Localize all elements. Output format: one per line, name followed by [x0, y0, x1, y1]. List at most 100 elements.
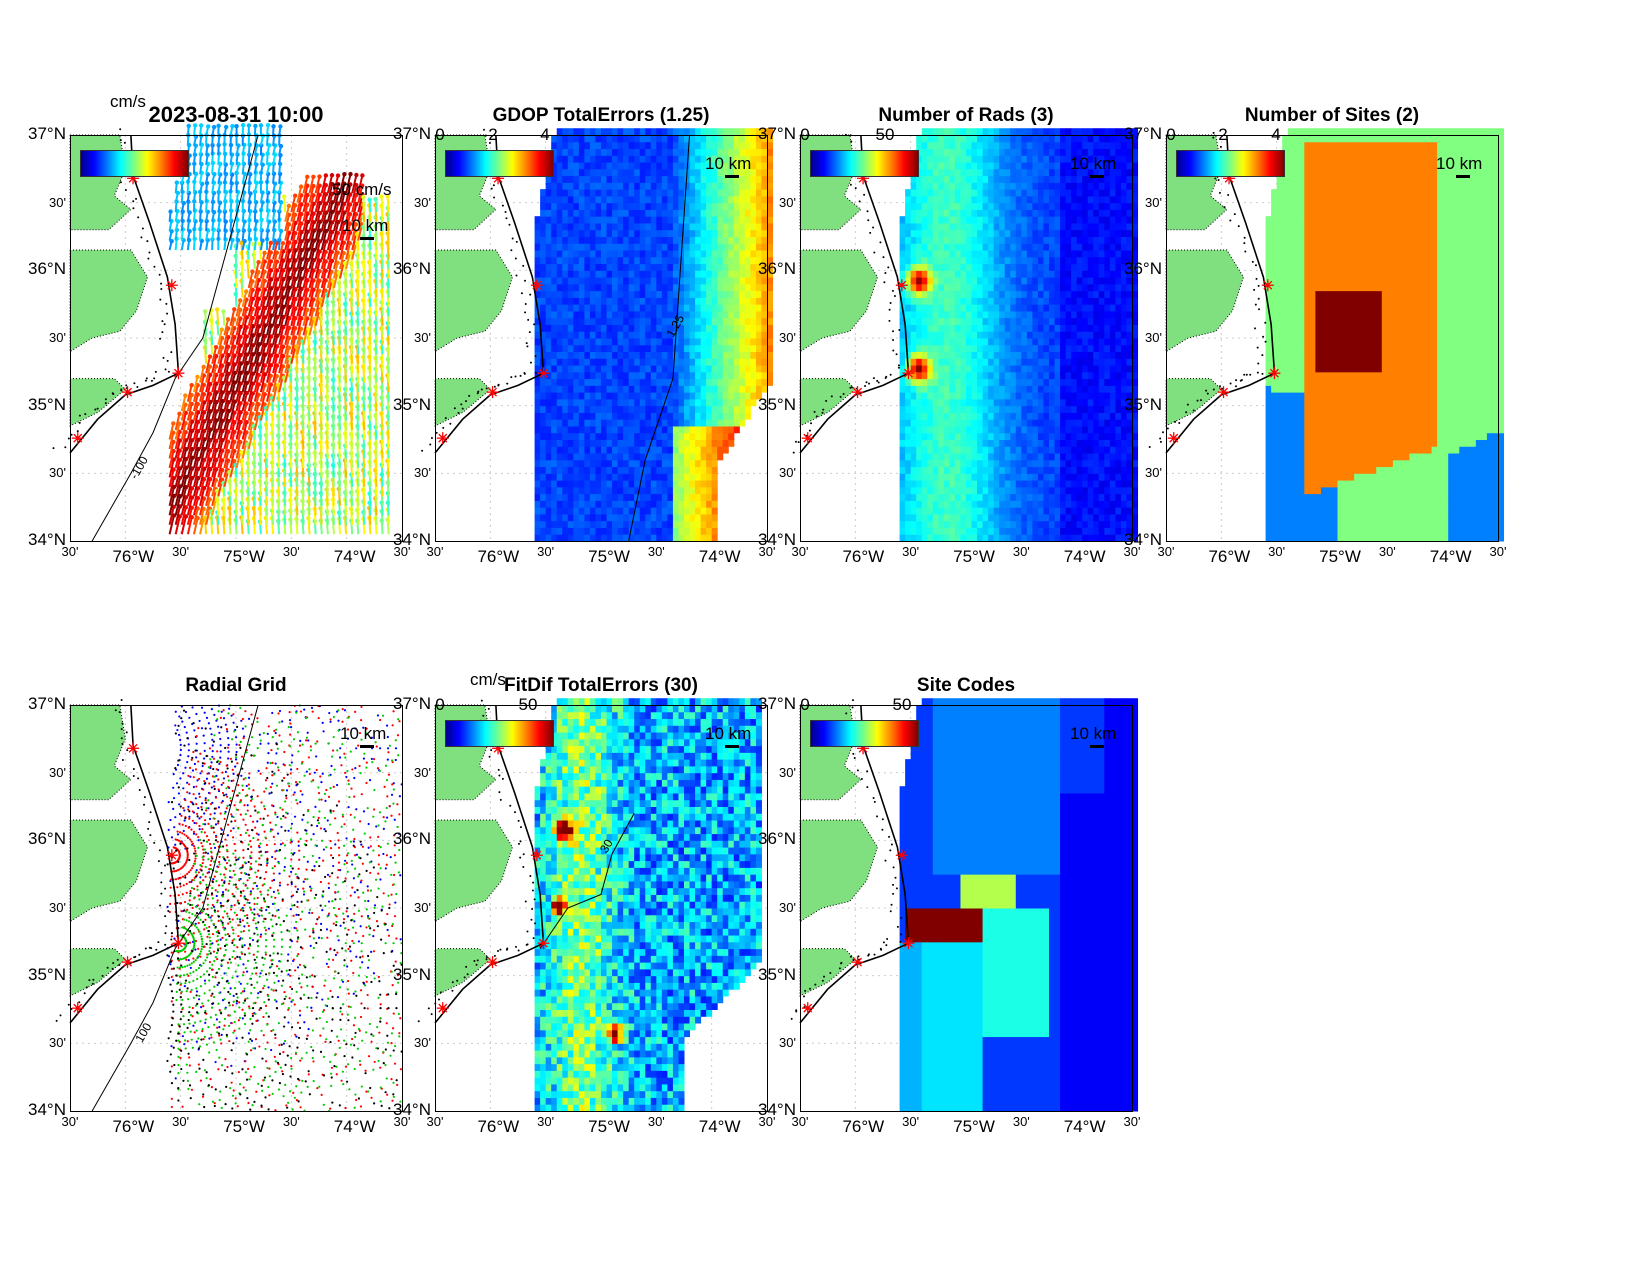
heatmap-cell [628, 270, 635, 278]
heatmap-cell [678, 304, 685, 312]
heatmap-cell [573, 175, 580, 183]
current-vector [180, 431, 187, 450]
heatmap-cell [739, 392, 746, 400]
current-vector [332, 232, 339, 251]
heatmap-cell [551, 473, 558, 481]
current-vector [320, 175, 327, 194]
heatmap-cell [623, 324, 630, 332]
heatmap-cell [639, 310, 646, 319]
heatmap-cell [601, 527, 608, 535]
heatmap-cell [601, 385, 608, 393]
heatmap-cell [595, 358, 602, 366]
heatmap-cell [711, 398, 718, 407]
heatmap-cell [562, 135, 569, 143]
heatmap-cell [584, 256, 591, 265]
heatmap-cell [645, 466, 652, 474]
heatmap-cell [545, 209, 552, 217]
heatmap-cell [667, 453, 674, 461]
heatmap-cell [562, 270, 569, 278]
heatmap-cell [706, 189, 713, 197]
heatmap-cell [567, 202, 574, 210]
heatmap-cell [634, 378, 641, 386]
current-vector [192, 376, 199, 393]
current-vector [168, 486, 175, 507]
heatmap-cell [573, 324, 580, 332]
heatmap-cell [650, 513, 657, 522]
heatmap-cell [612, 446, 619, 454]
current-vector [168, 515, 175, 535]
heatmap-cell [578, 527, 585, 535]
heatmap-cell [534, 480, 541, 488]
heatmap-cell [656, 202, 663, 210]
heatmap-cell [695, 216, 702, 224]
heatmap-cell [545, 175, 552, 183]
heatmap-cell [628, 283, 635, 292]
current-vector [332, 183, 340, 203]
current-vector [229, 372, 236, 393]
current-vector-head [214, 307, 220, 312]
heatmap-cell [733, 425, 740, 434]
heatmap-cell [534, 344, 541, 353]
heatmap-cell [684, 534, 691, 542]
heatmap-cell [612, 419, 619, 427]
heatmap-cell [623, 365, 630, 373]
current-vector-head [342, 172, 347, 177]
heatmap-cell [578, 358, 585, 366]
heatmap-cell [578, 304, 585, 312]
heatmap-cell [628, 256, 635, 265]
current-vector-head [168, 209, 173, 214]
heatmap-cell [595, 405, 602, 413]
current-vector-head [271, 124, 276, 129]
heatmap-cell [567, 256, 574, 265]
heatmap-cell [551, 182, 558, 190]
heatmap-cell [545, 216, 552, 224]
heatmap-cell [728, 392, 735, 400]
current-vector [205, 421, 212, 440]
heatmap-cell [534, 412, 541, 420]
heatmap-cell [634, 365, 641, 373]
heatmap-cell [634, 473, 641, 481]
current-vector-head [367, 197, 372, 202]
island-dot [78, 421, 81, 424]
heatmap-cell [717, 202, 724, 210]
heatmap-cell [739, 263, 746, 271]
heatmap-cell [573, 229, 580, 237]
heatmap-cell [728, 162, 735, 170]
heatmap-cell [545, 256, 552, 265]
heatmap-cell [562, 466, 569, 474]
heatmap-cell [628, 507, 635, 515]
heatmap-cell [540, 324, 547, 332]
map-canvas[interactable]: -100 [52, 122, 402, 542]
heatmap-cell [650, 250, 657, 258]
heatmap-cell [695, 473, 702, 481]
current-vector [223, 410, 230, 431]
heatmap-cell [678, 344, 685, 353]
heatmap-cell [700, 486, 707, 495]
heatmap-cell [562, 405, 569, 413]
heatmap-cell [578, 425, 585, 434]
heatmap-cell [634, 155, 641, 163]
current-vector [308, 213, 315, 232]
heatmap-cell [551, 412, 558, 420]
map-canvas[interactable]: 1.25 [421, 128, 774, 542]
current-vector [314, 241, 321, 260]
heatmap-cell [606, 453, 613, 461]
current-vector-head [286, 203, 292, 209]
heatmap-cell [645, 148, 652, 156]
island-dot [160, 288, 163, 291]
current-vector [241, 421, 248, 440]
heatmap-cell [661, 419, 668, 427]
heatmap-cell [645, 263, 652, 271]
heatmap-cell [661, 270, 668, 278]
heatmap-cell [578, 392, 585, 400]
coastline [69, 134, 180, 454]
current-vector [253, 353, 261, 374]
current-vector [266, 325, 273, 345]
heatmap-cell [700, 277, 707, 285]
current-vector [351, 213, 358, 232]
heatmap-cell [650, 310, 657, 319]
heatmap-cell [623, 385, 630, 393]
heatmap-cell [567, 466, 574, 474]
heatmap-cell [606, 520, 613, 528]
heatmap-cell [739, 135, 746, 143]
